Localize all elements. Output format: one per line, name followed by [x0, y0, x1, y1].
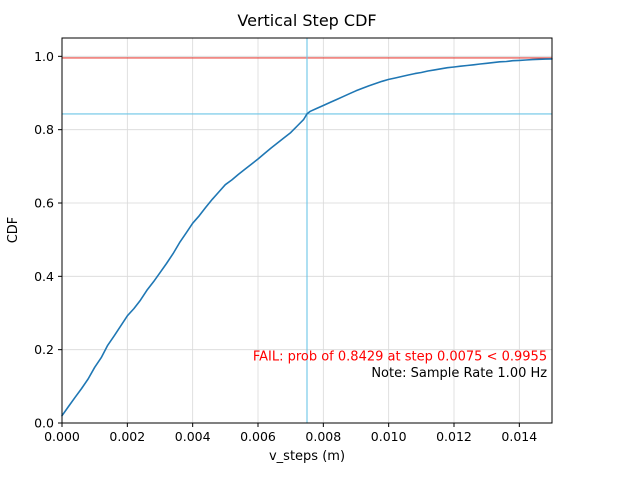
x-tick-label: 0.004 [175, 429, 211, 444]
note-annotation: Note: Sample Rate 1.00 Hz [371, 366, 547, 381]
x-tick-label: 0.014 [501, 429, 537, 444]
x-tick-label: 0.006 [240, 429, 276, 444]
x-tick-label: 0.008 [305, 429, 341, 444]
y-tick-label: 1.0 [34, 49, 54, 64]
x-axis-label: v_steps (m) [269, 449, 345, 464]
y-tick-label: 0.0 [34, 416, 54, 431]
plot-area: 0.000 0.002 0.004 0.006 0.008 0.010 0.012 0.014… [34, 37, 553, 444]
x-tick-label: 0.002 [109, 429, 145, 444]
x-tick-label: 0.012 [436, 429, 472, 444]
x-tick-label: 0.010 [371, 429, 407, 444]
x-tick-label: 0.000 [44, 429, 80, 444]
chart-title: Vertical Step CDF [237, 11, 376, 30]
vertical-step-cdf [61, 58, 553, 417]
y-tick-label: 0.2 [34, 342, 54, 357]
fail-annotation: FAIL: prob of 0.8429 at step 0.0075 < 0.… [253, 350, 547, 365]
y-tick-label: 0.4 [34, 269, 54, 284]
y-tick-label: 0.6 [34, 196, 54, 211]
y-axis-label: CDF [6, 217, 21, 244]
axes-frame [61, 37, 553, 424]
y-tick-label: 0.8 [34, 122, 54, 137]
